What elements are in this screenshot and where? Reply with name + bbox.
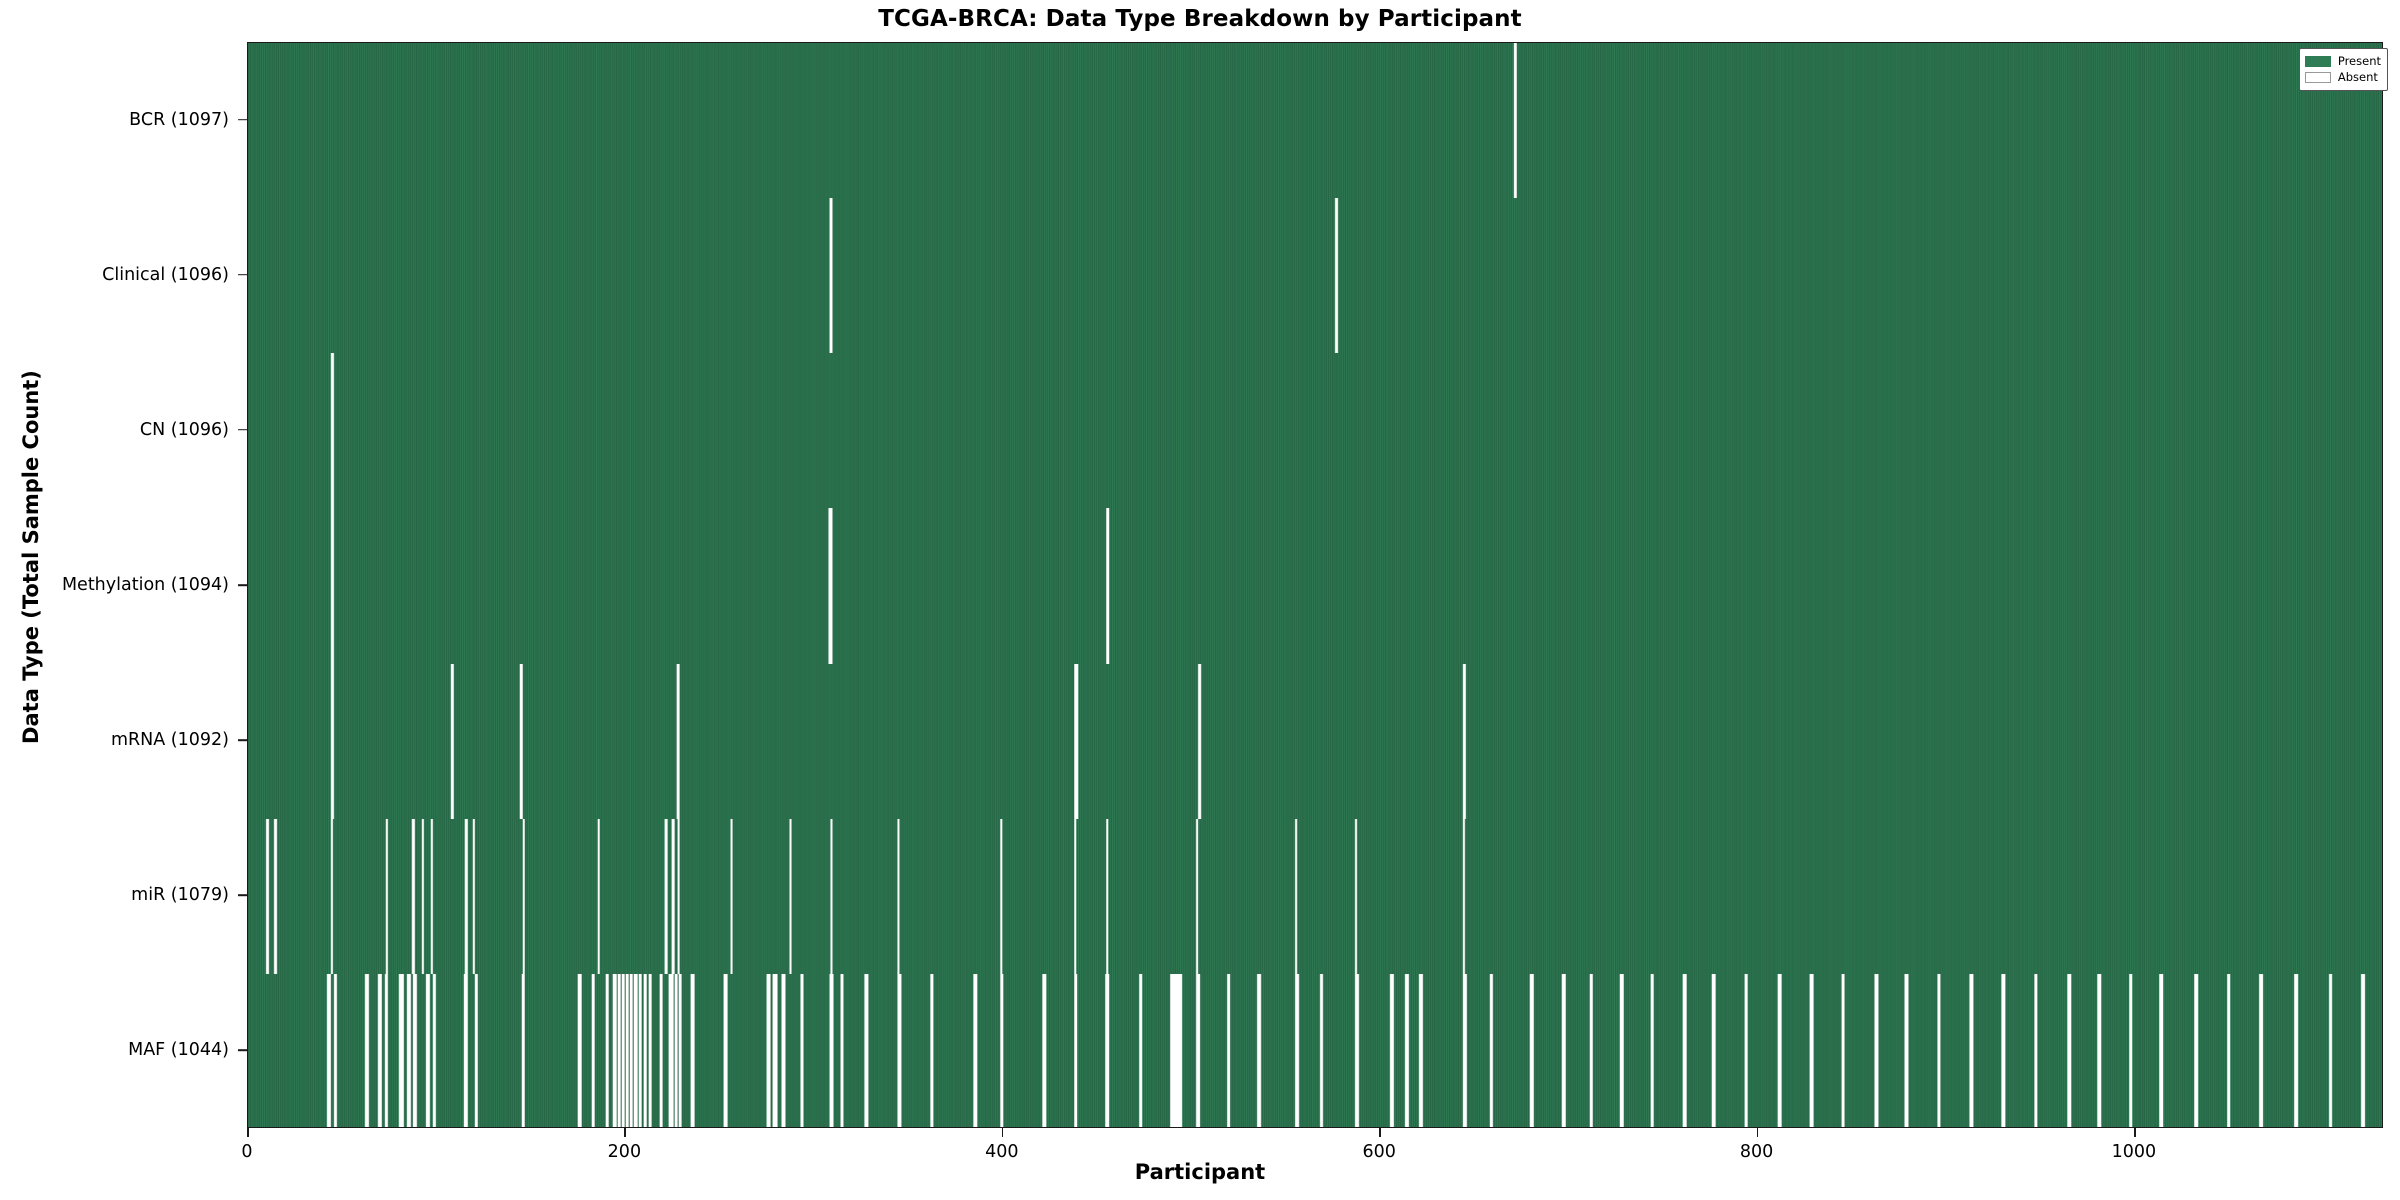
heatmap-row-canvas [248,663,2382,819]
y-axis-title: Data Type (Total Sample Count) [19,370,43,744]
chart-legend: Present Absent [2298,48,2388,91]
y-tick-label-methylation: Methylation (1094) [61,575,229,595]
y-tick-label-mrna: mRNA (1092) [110,730,229,751]
heatmap-row-clinical [248,198,2382,354]
y-tick-label-bcr: BCR (1097) [129,109,229,130]
heatmap-row-canvas [248,973,2382,1127]
x-tick-label: 800 [1739,1142,1774,1162]
legend-item-present: Present [2304,54,2381,69]
heatmap-row-maf [248,973,2382,1127]
heatmap-row-canvas [248,43,2382,199]
x-tick-mark [1379,1128,1381,1137]
y-tick-mark [238,273,247,276]
x-tick-mark [1001,1128,1004,1137]
legend-item-absent: Absent [2304,70,2381,85]
y-tick-label-clinical: Clinical (1096) [102,264,229,285]
x-axis-title: Participant [1134,1160,1266,1184]
heatmap-row-canvas [248,198,2382,354]
y-tick-label-cn: CN (1096) [139,419,229,440]
y-axis: Data Type (Total Sample Count) BCR (1097… [0,42,247,1128]
x-tick-label: 200 [607,1142,642,1162]
heatmap-row-mrna [248,663,2382,819]
x-tick-mark [624,1128,626,1137]
legend-swatch-absent [2304,72,2331,83]
y-tick-mark [238,739,247,741]
x-tick-mark [2133,1128,2136,1137]
y-tick-mark [238,894,247,897]
x-tick-mark [1756,1128,1759,1137]
heatmap-row-bcr [248,43,2382,199]
y-tick-mark [238,118,247,121]
heatmap-row-cn [248,353,2382,509]
legend-label-present: Present [2337,54,2381,68]
x-axis: 0 200 400 600 800 1000 [241,1128,2383,1188]
x-tick-mark [247,1128,249,1137]
heatmap-row-methylation [248,508,2382,664]
y-tick-label-mir: miR (1079) [131,885,229,906]
legend-label-absent: Absent [2337,70,2378,84]
x-tick-label: 400 [985,1142,1019,1162]
x-tick-label: 1000 [2111,1142,2157,1162]
x-tick-label: 600 [1362,1142,1396,1162]
y-tick-label-maf: MAF (1044) [128,1040,229,1061]
heatmap-row-mir [248,818,2382,974]
heatmap-row-canvas [248,353,2382,509]
legend-swatch-present [2304,56,2331,67]
y-tick-mark [238,584,247,586]
x-tick-label: 0 [241,1142,253,1162]
page-title: TCGA-BRCA: Data Type Breakdown by Partic… [878,6,1522,32]
heatmap-row-canvas [248,818,2382,974]
heatmap-row-canvas [248,508,2382,664]
heatmap-plot-area [247,42,2383,1128]
y-tick-mark [238,1049,247,1052]
y-tick-mark [238,429,247,431]
